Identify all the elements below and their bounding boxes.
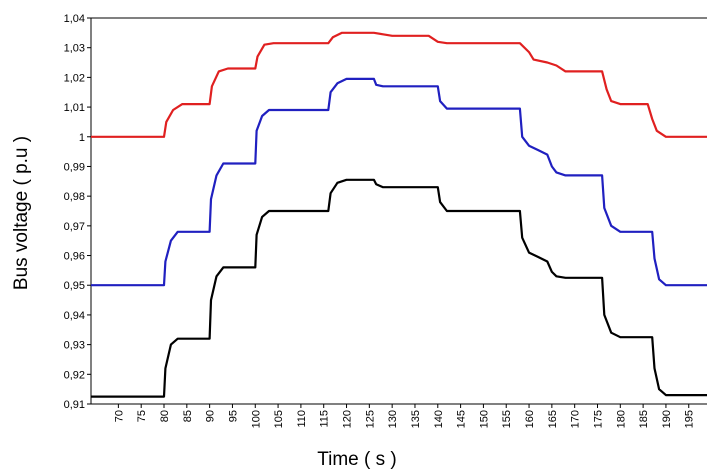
y-tick-label: 1,03 [64, 43, 85, 55]
y-tick-label: 0,99 [64, 161, 85, 173]
x-tick-label: 130 [387, 410, 399, 428]
series-line-2 [91, 178, 707, 398]
x-tick-label: 115 [319, 410, 331, 428]
y-tick-label: 1 [79, 132, 85, 144]
y-tick-label: 1,04 [64, 13, 85, 25]
y-axis-title: Bus voltage ( p.u ) [11, 136, 32, 290]
x-tick-label: 85 [182, 410, 194, 422]
y-tick-label: 1,01 [64, 102, 85, 114]
x-tick-label: 190 [661, 410, 673, 428]
x-tick-label: 125 [364, 410, 376, 428]
x-tick-label: 165 [547, 410, 559, 428]
x-tick-label: 110 [296, 410, 308, 428]
x-tick-label: 160 [524, 410, 536, 428]
x-tick-label: 195 [684, 410, 696, 428]
x-tick-label: 80 [159, 410, 171, 422]
x-tick-label: 70 [113, 410, 125, 422]
y-tick-label: 0,93 [64, 340, 85, 352]
x-tick-label: 135 [410, 410, 422, 428]
x-tick-label: 105 [273, 410, 285, 428]
x-tick-label: 185 [638, 410, 650, 428]
y-ticks: 0,91 0,92 0,93 0,94 0,95 0,96 0,97 0,98 0,99 1 1,0… [64, 13, 91, 411]
plot-area [91, 18, 707, 404]
series-line-0 [91, 31, 707, 138]
x-tick-label: 100 [250, 410, 262, 428]
x-tick-label: 155 [501, 410, 513, 428]
y-tick-label: 0,97 [64, 221, 85, 233]
y-tick-label: 0,91 [64, 399, 85, 411]
x-tick-label: 120 [342, 410, 354, 428]
series-line-1 [91, 77, 707, 287]
y-tick-label: 0,96 [64, 251, 85, 263]
x-tick-label: 95 [227, 410, 239, 422]
x-tick-label: 180 [615, 410, 627, 428]
x-tick-label: 145 [456, 410, 468, 428]
y-tick-label: 0,94 [64, 310, 85, 322]
x-tick-label: 175 [592, 410, 604, 428]
x-ticks: 70 75 80 85 90 95 100 105 110 115 120 125 130 135 140 1… [113, 404, 696, 428]
y-tick-label: 0,95 [64, 280, 85, 292]
x-tick-label: 170 [570, 410, 582, 428]
x-tick-label: 75 [136, 410, 148, 422]
x-tick-label: 140 [433, 410, 445, 428]
y-tick-label: 0,98 [64, 191, 85, 203]
x-tick-label: 90 [205, 410, 217, 422]
series-layer [91, 31, 707, 398]
x-tick-label: 150 [478, 410, 490, 428]
x-axis-title: Time ( s ) [317, 449, 397, 470]
y-tick-label: 0,92 [64, 369, 85, 381]
y-tick-label: 1,02 [64, 72, 85, 84]
